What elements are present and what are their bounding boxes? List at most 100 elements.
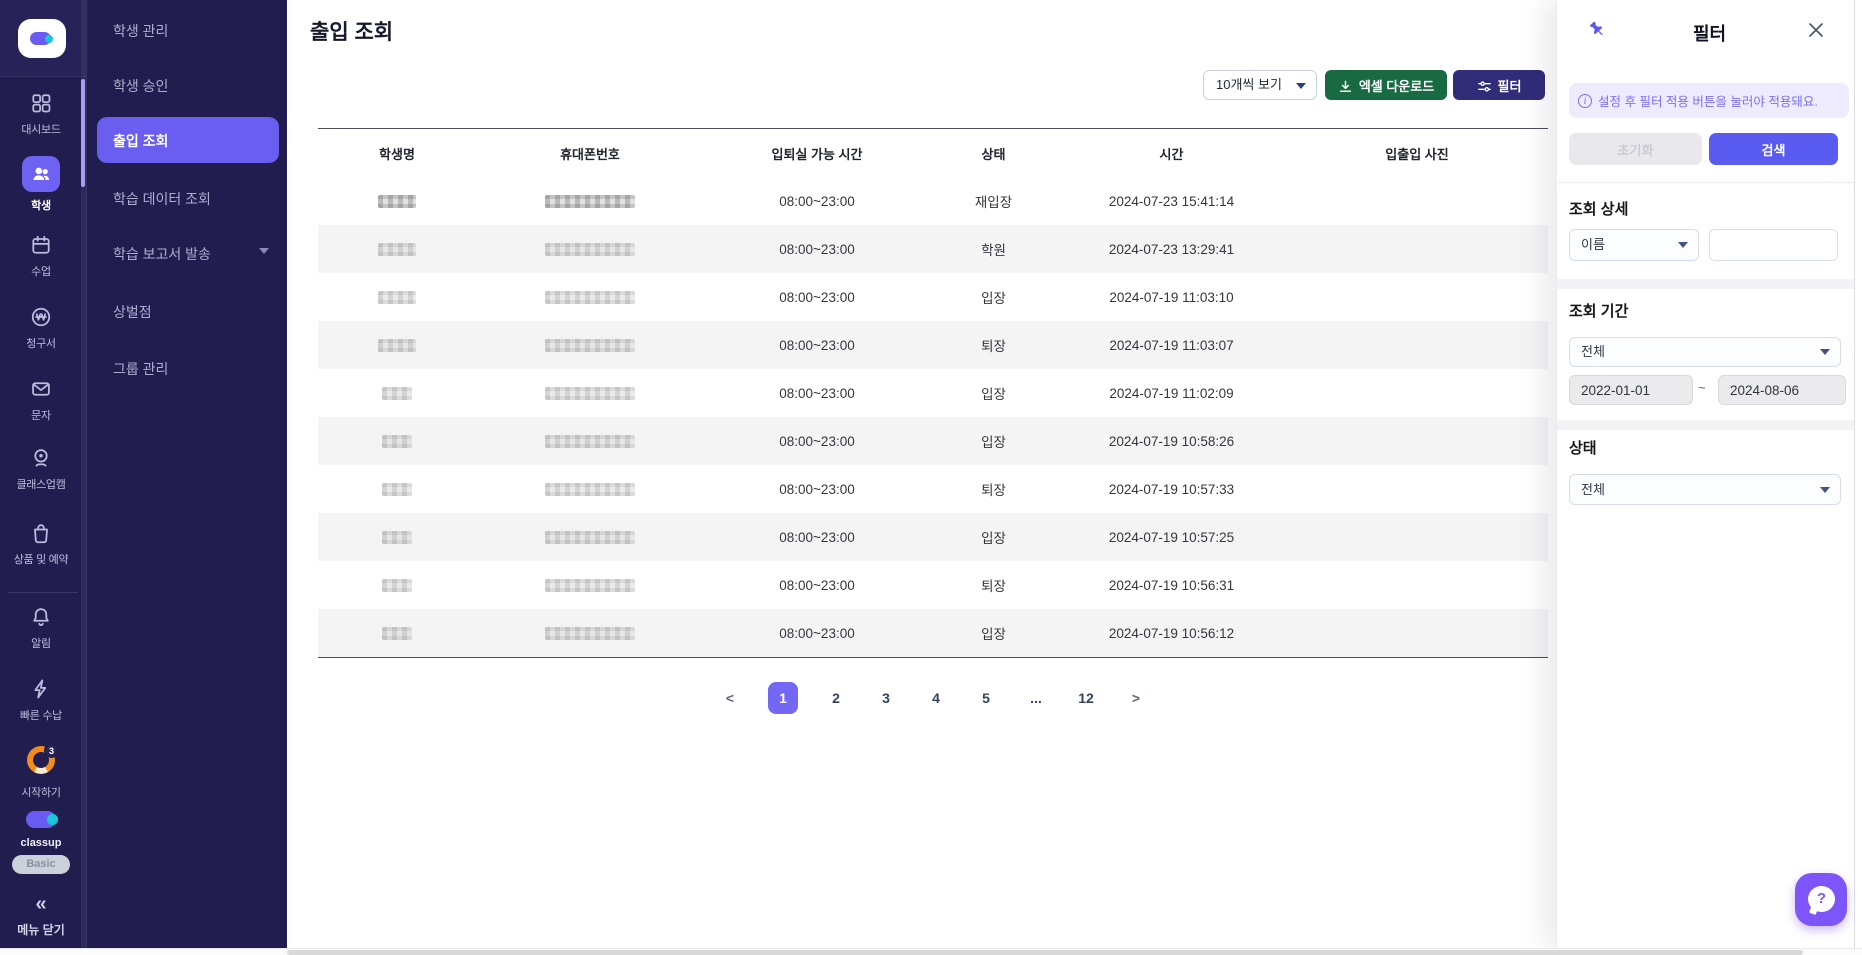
- horizontal-scrollbar-thumb[interactable]: [287, 950, 1803, 955]
- horizontal-scrollbar-track[interactable]: [0, 948, 1862, 955]
- cell-time: 2024-07-19 10:58:26: [1108, 433, 1235, 449]
- detail-value-input[interactable]: [1709, 229, 1838, 261]
- status-select[interactable]: 전체: [1569, 474, 1841, 505]
- sidebar-scrollbar-track[interactable]: [81, 0, 86, 948]
- sidebar-scrollbar-thumb[interactable]: [81, 79, 85, 187]
- filter-panel-title: 필터: [1692, 24, 1727, 44]
- calendar-icon: [0, 234, 82, 258]
- reset-button[interactable]: 초기화: [1569, 133, 1702, 165]
- sidebar-label: 청구서: [26, 338, 56, 350]
- sidebar-item-students[interactable]: 학생: [0, 156, 82, 213]
- filter-panel-scrollbar[interactable]: [1854, 0, 1855, 948]
- submenu-caret-down-icon[interactable]: [259, 248, 269, 254]
- cell-allowed-time: 08:00~23:00: [779, 385, 855, 401]
- pagination-prev-button[interactable]: <: [725, 690, 735, 706]
- masked-phone: [545, 435, 635, 449]
- masked-name: [382, 531, 412, 545]
- detail-field-select[interactable]: 이름: [1569, 229, 1699, 261]
- pagination-ellipsis: ...: [1030, 690, 1042, 706]
- webcam-icon: [0, 447, 82, 471]
- cell-status: 퇴장: [981, 579, 1006, 594]
- masked-phone: [545, 339, 635, 353]
- sidebar-item-classes[interactable]: 수업: [0, 234, 82, 279]
- pagination-page-12[interactable]: 12: [1078, 690, 1094, 706]
- sidebar-item-classupcam[interactable]: 클래스업캠: [0, 447, 82, 492]
- filter-panel: 필터 i 설정 후 필터 적용 버튼을 눌러야 적용돼요. 초기화 검색 조회 …: [1556, 0, 1862, 948]
- bell-icon: [0, 606, 82, 630]
- sidebar-item-invoices[interactable]: 청구서: [0, 306, 82, 351]
- table-row[interactable]: 08:00~23:00 입장 2024-07-19 11:03:10: [318, 273, 1548, 321]
- getting-started-badge: 3: [44, 743, 59, 758]
- sidebar-item-quick-payment[interactable]: 빠른 수납: [0, 678, 82, 723]
- table-row[interactable]: 08:00~23:00 퇴장 2024-07-19 11:03:07: [318, 321, 1548, 369]
- period-range-select[interactable]: 전체: [1569, 337, 1841, 367]
- submenu-item-group-management[interactable]: 그룹 관리: [113, 361, 169, 377]
- table-row[interactable]: 08:00~23:00 재입장 2024-07-23 15:41:14: [318, 177, 1548, 225]
- sidebar-item-notifications[interactable]: 알림: [0, 606, 82, 651]
- submenu-item-learning-data[interactable]: 학습 데이터 조회: [113, 191, 211, 207]
- masked-name: [378, 339, 416, 353]
- classup-logo-icon[interactable]: [18, 19, 66, 58]
- masked-name: [382, 483, 412, 497]
- cell-status: 퇴장: [981, 483, 1006, 498]
- chevron-down-icon: [1820, 349, 1830, 355]
- submenu-item-learning-report[interactable]: 학습 보고서 발송: [113, 246, 211, 262]
- pagination-page-4[interactable]: 4: [932, 690, 940, 706]
- plan-badge: Basic: [12, 855, 70, 874]
- masked-phone: [545, 531, 635, 545]
- table-row[interactable]: 08:00~23:00 퇴장 2024-07-19 10:57:33: [318, 465, 1548, 513]
- sidebar-item-getting-started[interactable]: 3 시작하기: [0, 743, 82, 800]
- masked-phone: [545, 579, 635, 593]
- classup-mini-logo-icon: [26, 811, 58, 828]
- pagination-next-button[interactable]: >: [1131, 690, 1141, 706]
- end-date-field[interactable]: 2024-08-06: [1718, 375, 1846, 405]
- pagination-page-1-active[interactable]: 1: [768, 682, 798, 714]
- masked-name: [382, 627, 412, 641]
- submenu-item-merit-points[interactable]: 상벌점: [113, 304, 152, 320]
- cell-allowed-time: 08:00~23:00: [779, 289, 855, 305]
- submenu-item-student-approval[interactable]: 학생 승인: [113, 78, 169, 94]
- cell-allowed-time: 08:00~23:00: [779, 337, 855, 353]
- table-row[interactable]: 08:00~23:00 퇴장 2024-07-19 10:56:31: [318, 561, 1548, 609]
- page-size-select[interactable]: 10개씩 보기: [1203, 70, 1317, 100]
- download-icon: [1339, 80, 1351, 92]
- start-date-field[interactable]: 2022-01-01: [1569, 375, 1693, 405]
- status-section-heading: 상태: [1569, 440, 1597, 457]
- sliders-icon: [1477, 80, 1491, 92]
- sidebar-label: 수업: [31, 266, 51, 278]
- table-row[interactable]: 08:00~23:00 입장 2024-07-19 10:58:26: [318, 417, 1548, 465]
- sidebar-label: 알림: [31, 638, 51, 650]
- period-section-heading: 조회 기간: [1569, 303, 1629, 320]
- sidebar-item-dashboard[interactable]: 대시보드: [0, 92, 82, 137]
- submenu-item-entry-lookup-active[interactable]: 출입 조회: [97, 117, 279, 163]
- table-row[interactable]: 08:00~23:00 학원 2024-07-23 13:29:41: [318, 225, 1548, 273]
- filter-divider: [1557, 182, 1855, 183]
- masked-phone: [545, 291, 635, 305]
- pagination-page-3[interactable]: 3: [882, 690, 890, 706]
- col-student-name: 학생명: [379, 146, 415, 162]
- table-row[interactable]: 08:00~23:00 입장 2024-07-19 10:56:12: [318, 609, 1548, 657]
- masked-name: [382, 387, 412, 401]
- sidebar-item-messages[interactable]: 문자: [0, 378, 82, 423]
- chevron-down-icon: [1678, 242, 1688, 248]
- cell-status: 입장: [981, 627, 1006, 642]
- submenu-item-student-management[interactable]: 학생 관리: [113, 23, 169, 39]
- pagination-page-2[interactable]: 2: [832, 690, 840, 706]
- pagination-page-5[interactable]: 5: [982, 690, 990, 706]
- help-button[interactable]: ?: [1795, 873, 1847, 926]
- pushpin-icon[interactable]: [1585, 19, 1607, 46]
- sidebar-brand[interactable]: classup Basic: [0, 811, 82, 874]
- cell-time: 2024-07-19 10:57:33: [1108, 481, 1235, 497]
- table-row[interactable]: 08:00~23:00 입장 2024-07-19 11:02:09: [318, 369, 1548, 417]
- table-header-row: 학생명 휴대폰번호 입퇴실 가능 시간 상태 시간 입출입 사진: [318, 129, 1548, 177]
- col-time: 시간: [1159, 146, 1184, 162]
- collapse-menu-button[interactable]: « 메뉴 닫기: [0, 893, 82, 938]
- cell-status: 입장: [981, 531, 1006, 546]
- filter-toggle-button[interactable]: 필터: [1453, 70, 1545, 100]
- search-button[interactable]: 검색: [1709, 133, 1838, 165]
- excel-download-button[interactable]: 엑셀 다운로드: [1325, 70, 1447, 100]
- close-icon[interactable]: [1806, 20, 1826, 45]
- sidebar-item-products[interactable]: 상품 및 예약: [0, 522, 82, 567]
- sidebar-label: 학생: [31, 200, 51, 212]
- table-row[interactable]: 08:00~23:00 입장 2024-07-19 10:57:25: [318, 513, 1548, 561]
